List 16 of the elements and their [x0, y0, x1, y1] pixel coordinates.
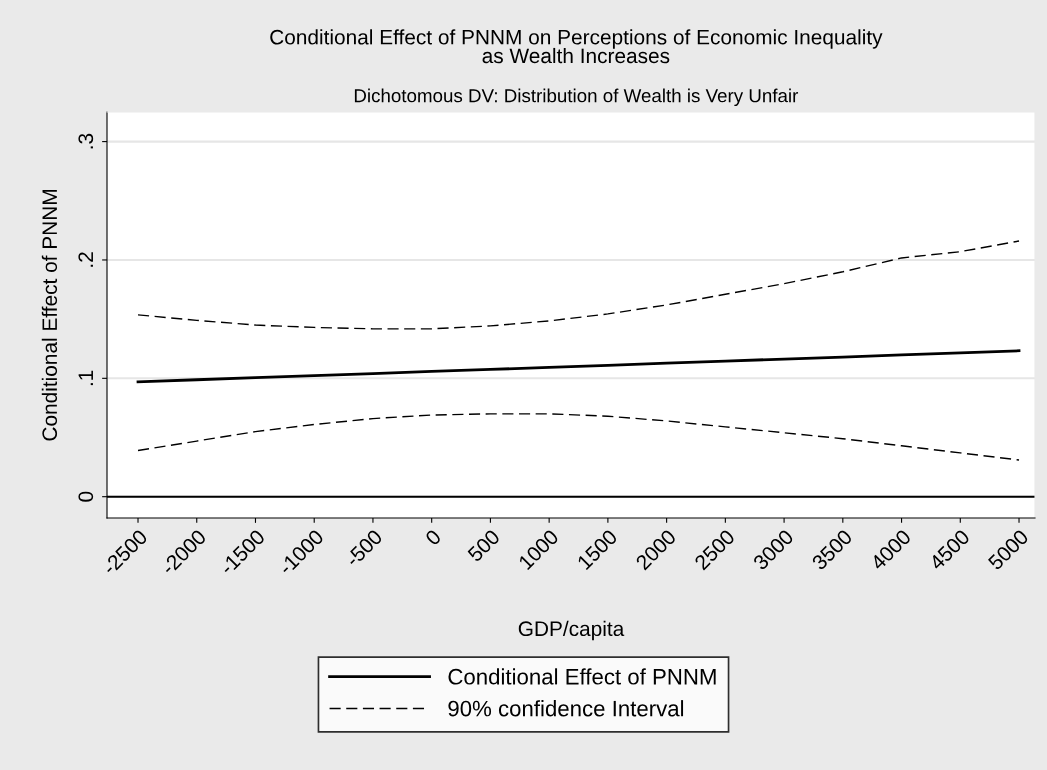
legend-label: Conditional Effect of PNNM [448, 668, 716, 685]
y-tick-label: .2 [78, 252, 93, 267]
y-tick-label: 0 [78, 491, 94, 502]
legend-label: 90% confidence Interval [448, 700, 684, 717]
y-tick-label: .3 [78, 133, 94, 149]
chart-title: Conditional Effect of PNNM on Perceptions of Economic Inequality as Wealth Increases [270, 29, 883, 64]
line-series [136, 349, 1021, 384]
y-axis-title: Conditional Effect of PNNM [41, 190, 58, 441]
x-tick-label: 0 [424, 528, 442, 547]
x-tick-label: -500 [344, 528, 384, 568]
line-series [137, 413, 1020, 461]
chart-subtitle: Dichotomous DV: Distribution of Wealth is Very Unfair [354, 88, 799, 107]
y-tick-label: .1 [78, 370, 93, 386]
x-tick-label: 500 [466, 528, 501, 563]
line-series [137, 240, 1020, 330]
x-axis-title: GDP/capita [518, 620, 625, 641]
